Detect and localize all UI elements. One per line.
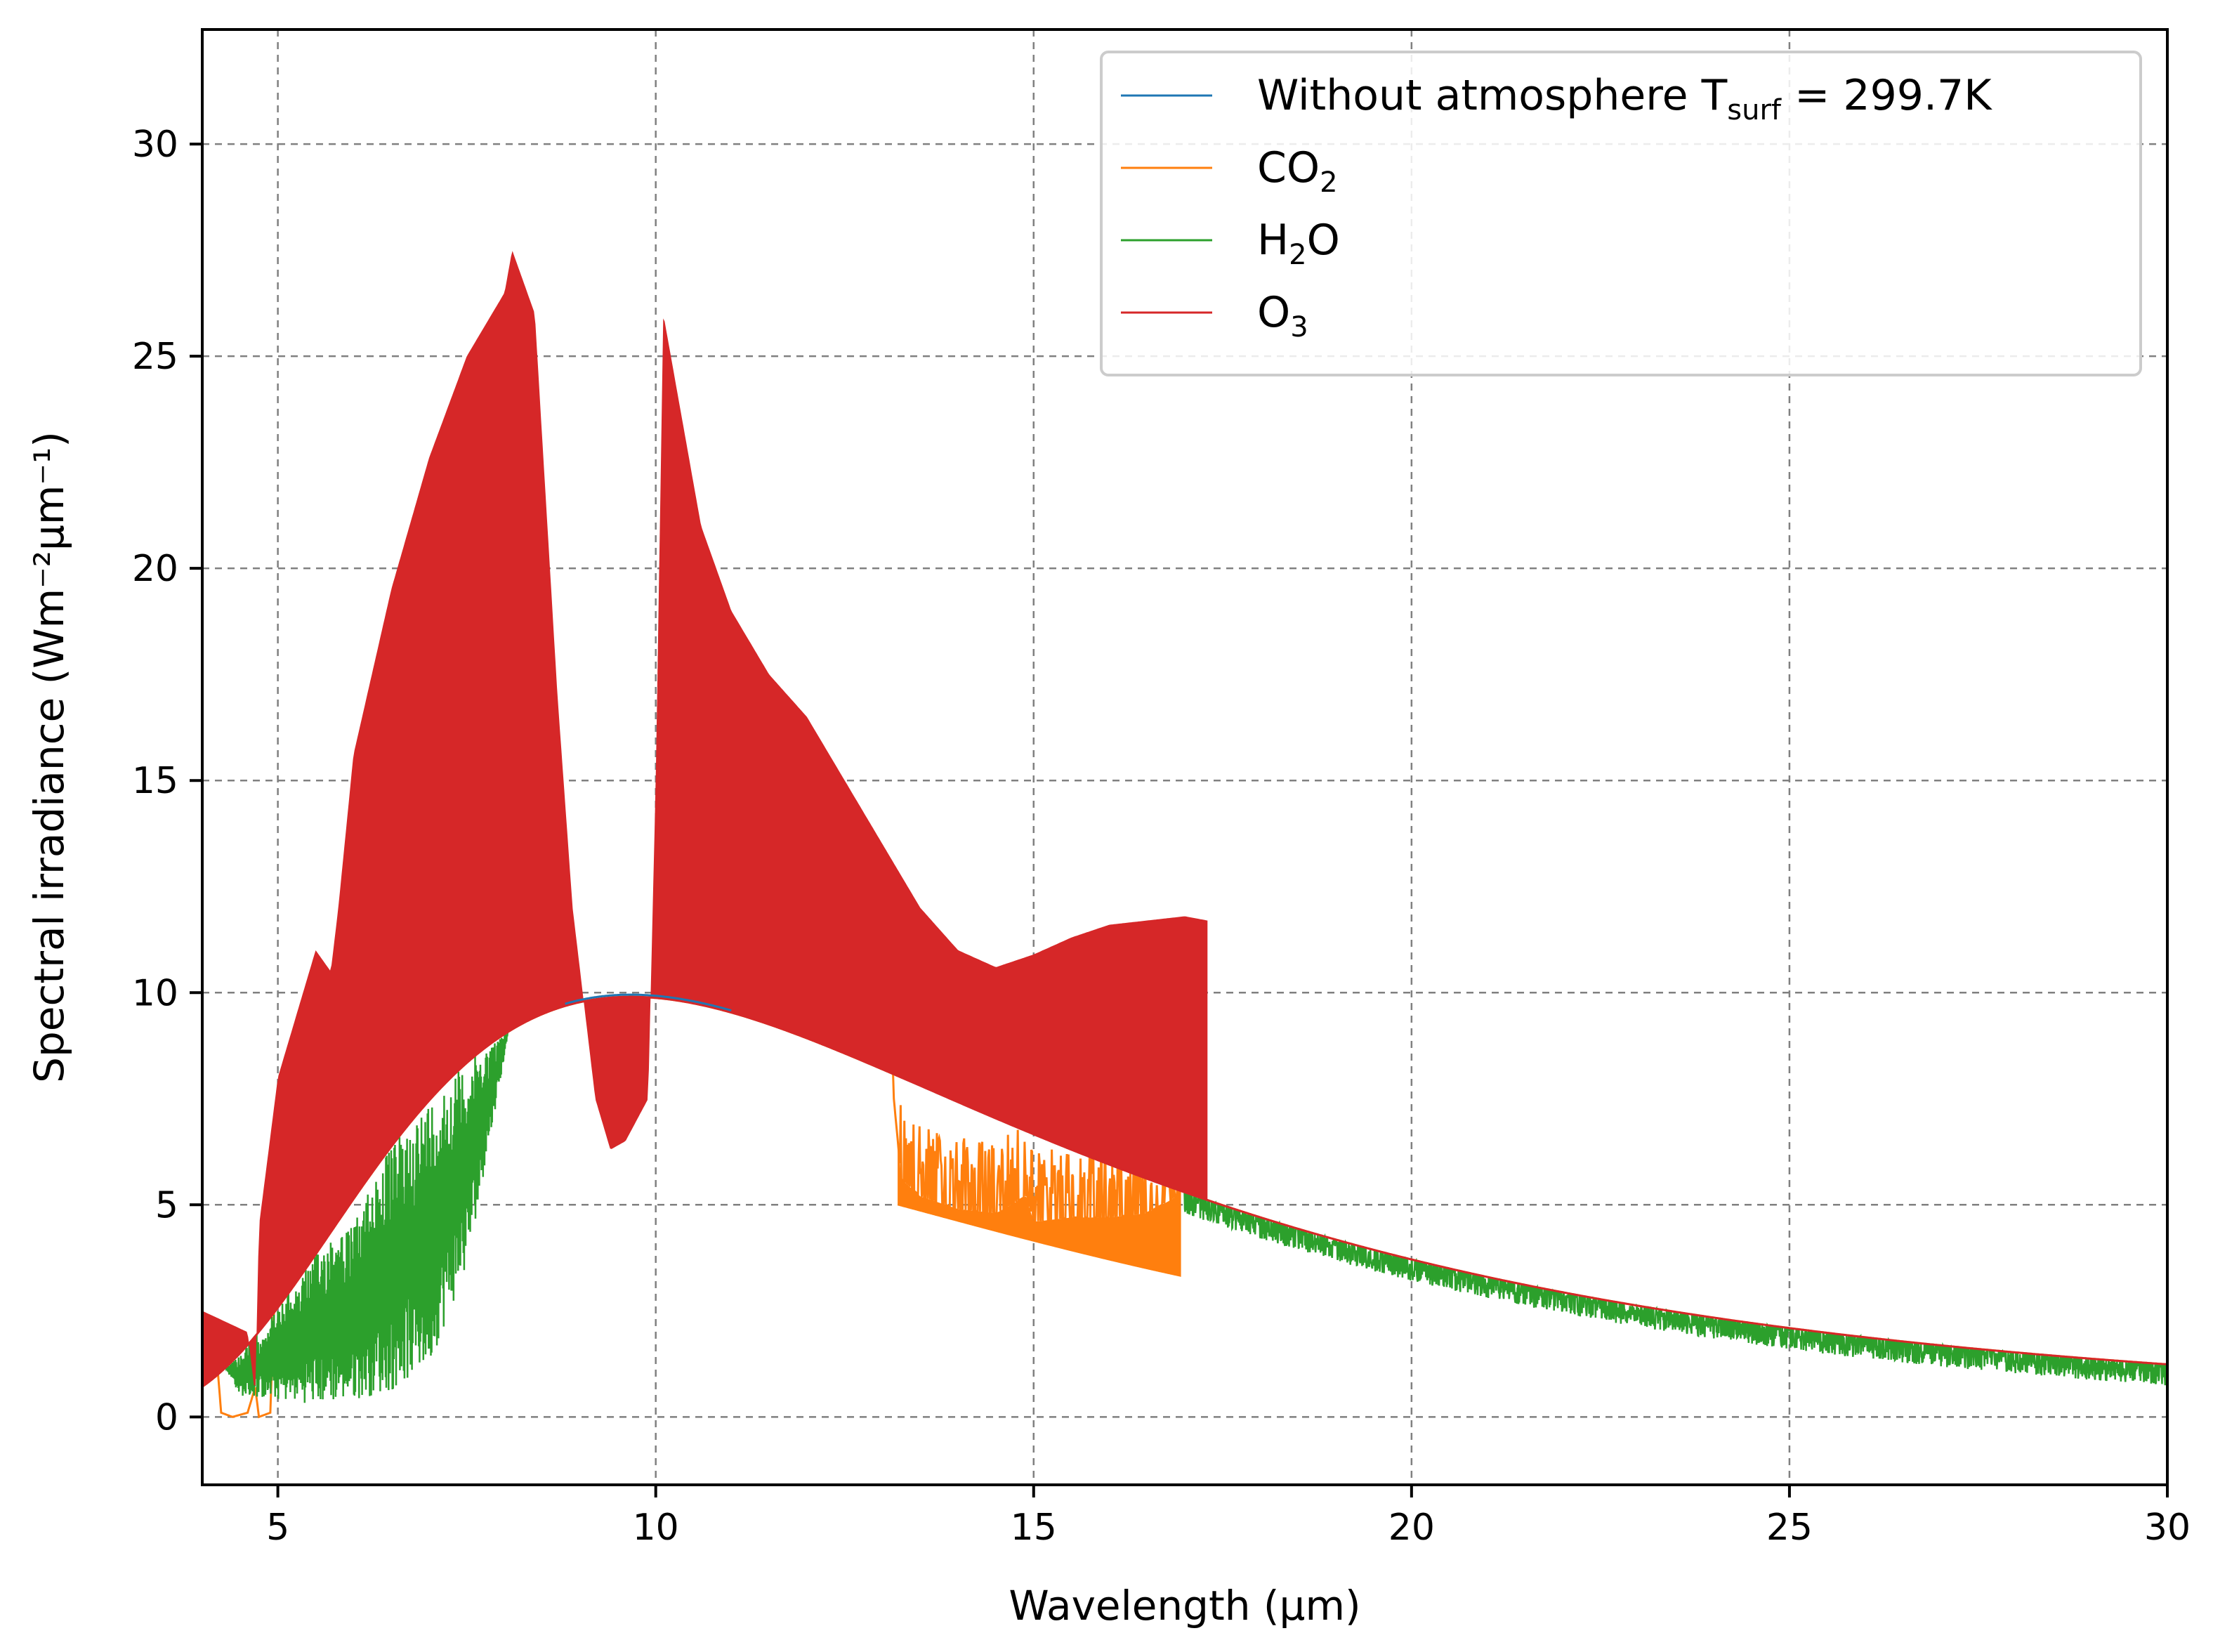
- legend-label: O3: [1257, 288, 1308, 343]
- y-tick-label: 10: [132, 972, 178, 1014]
- series-o3-line: [202, 995, 2167, 1388]
- legend-box: [1100, 51, 2142, 376]
- legend-suffix: = 299.7K: [1781, 71, 1992, 120]
- y-tick-label: 15: [132, 760, 178, 802]
- x-axis-label: Wavelength (μm): [1009, 1582, 1360, 1630]
- series-without-atmosphere-line: [565, 993, 732, 1012]
- series-co2-band: [898, 1126, 1181, 1277]
- y-tick-label: 30: [132, 124, 178, 166]
- axis-ticks: 5 10 15 20 25 30 0 5 10 15 20 25 30: [132, 124, 2191, 1549]
- plot-frame: [201, 28, 2169, 1486]
- y-axis-label: Spectral irradiance (Wm⁻²μm⁻¹): [25, 431, 73, 1083]
- y-tick-label: 0: [155, 1396, 178, 1438]
- x-tick-label: 5: [266, 1507, 289, 1549]
- y-tick-label: 5: [155, 1184, 178, 1226]
- x-tick-label: 10: [633, 1507, 679, 1549]
- data-series: [202, 251, 2167, 1419]
- legend-subscript: surf: [1727, 94, 1782, 126]
- legend-subscript: 2: [1289, 239, 1306, 271]
- x-tick-label: 30: [2144, 1507, 2191, 1549]
- series-o3-band: [202, 251, 1208, 1387]
- legend: Without atmosphere Tsurf = 299.7KCO2H2OO…: [1100, 51, 2142, 376]
- legend-subscript: 3: [1290, 311, 1308, 343]
- x-tick-label: 25: [1766, 1507, 1813, 1549]
- y-tick-label: 25: [132, 336, 178, 378]
- x-tick-label: 20: [1388, 1507, 1435, 1549]
- legend-suffix: O: [1307, 216, 1340, 265]
- x-tick-label: 15: [1011, 1507, 1057, 1549]
- y-tick-label: 20: [132, 548, 178, 590]
- legend-entries: Without atmosphere Tsurf = 299.7KCO2H2OO…: [1121, 71, 1992, 343]
- legend-subscript: 2: [1320, 166, 1337, 199]
- legend-label: Without atmosphere Tsurf = 299.7K: [1257, 71, 1992, 126]
